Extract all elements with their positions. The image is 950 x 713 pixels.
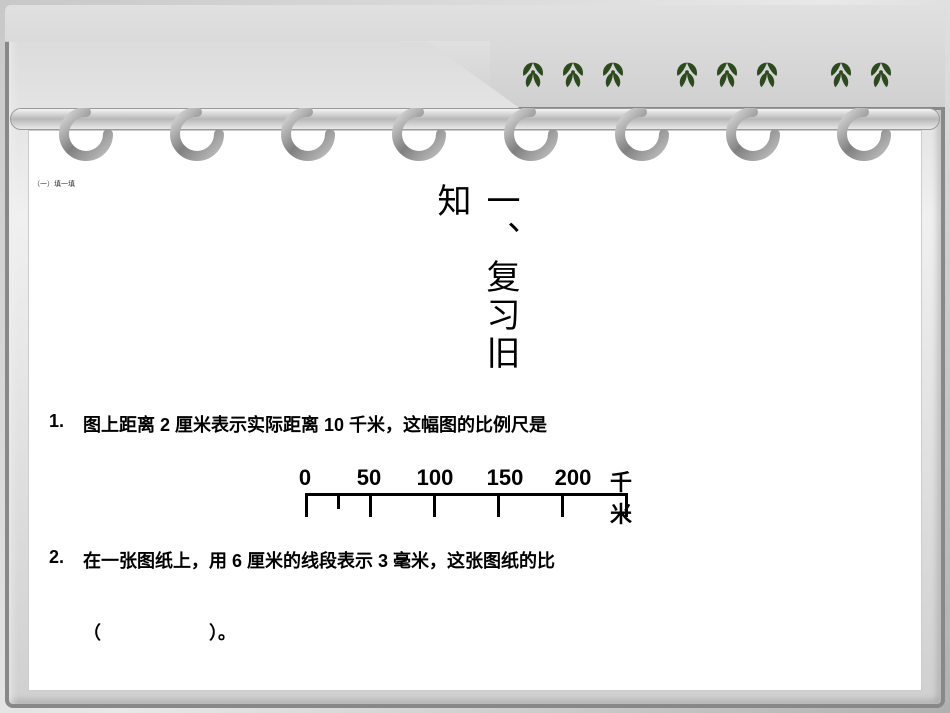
leaf-icon xyxy=(862,55,900,93)
spiral-rings xyxy=(30,108,920,178)
leaf-icon xyxy=(668,55,706,93)
q2-number: 2. xyxy=(49,547,83,573)
ring-icon xyxy=(836,108,892,178)
ring-icon xyxy=(725,108,781,178)
leaf-icon xyxy=(748,55,786,93)
leaf-group xyxy=(668,55,786,93)
q1-text: 图上距离 2 厘米表示实际距离 10 千米，这幅图的比例尺是 xyxy=(83,411,547,437)
scale-label: 50 xyxy=(357,465,381,491)
scale-label: 200 xyxy=(555,465,592,491)
scale-tick xyxy=(561,493,564,517)
question-2: 2. 在一张图纸上，用 6 厘米的线段表示 3 毫米，这张图纸的比 xyxy=(49,547,901,573)
scale-tick xyxy=(305,493,308,517)
scale-bar xyxy=(305,493,625,519)
leaf-icon xyxy=(594,55,632,93)
leaf-group xyxy=(514,55,632,93)
page-title: 一、复习旧知 xyxy=(426,183,524,393)
scale-tick xyxy=(369,493,372,517)
scale-label: 0 xyxy=(299,465,311,491)
scale-label: 150 xyxy=(487,465,524,491)
paper-content: （一）填一填 一、复习旧知 1. 图上距离 2 厘米表示实际距离 10 千米，这… xyxy=(28,130,922,691)
leaf-group xyxy=(822,55,900,93)
scale-tick xyxy=(337,493,340,509)
leaf-icon xyxy=(822,55,860,93)
q2-text: 在一张图纸上，用 6 厘米的线段表示 3 毫米，这张图纸的比 xyxy=(83,547,555,573)
scale-tick xyxy=(625,493,628,517)
scale-label: 100 xyxy=(417,465,454,491)
leaf-icon xyxy=(554,55,592,93)
q1-number: 1. xyxy=(49,411,83,437)
section-label: （一）填一填 xyxy=(33,179,75,189)
ring-icon xyxy=(503,108,559,178)
scale-tick xyxy=(433,493,436,517)
ring-icon xyxy=(280,108,336,178)
questions-block: 1. 图上距离 2 厘米表示实际距离 10 千米，这幅图的比例尺是 200 150… xyxy=(49,411,901,645)
leaf-icon xyxy=(708,55,746,93)
scale-diagram: 200150100500 千米 xyxy=(295,465,655,519)
leaf-icon xyxy=(514,55,552,93)
scale-tick xyxy=(497,493,500,517)
ring-icon xyxy=(391,108,447,178)
scale-labels: 200150100500 千米 xyxy=(295,465,655,493)
ring-icon xyxy=(58,108,114,178)
ring-icon xyxy=(614,108,670,178)
leaf-decorations xyxy=(514,55,900,93)
question-1: 1. 图上距离 2 厘米表示实际距离 10 千米，这幅图的比例尺是 xyxy=(49,411,901,437)
ring-icon xyxy=(169,108,225,178)
answer-blank: （ ）。 xyxy=(49,619,901,645)
